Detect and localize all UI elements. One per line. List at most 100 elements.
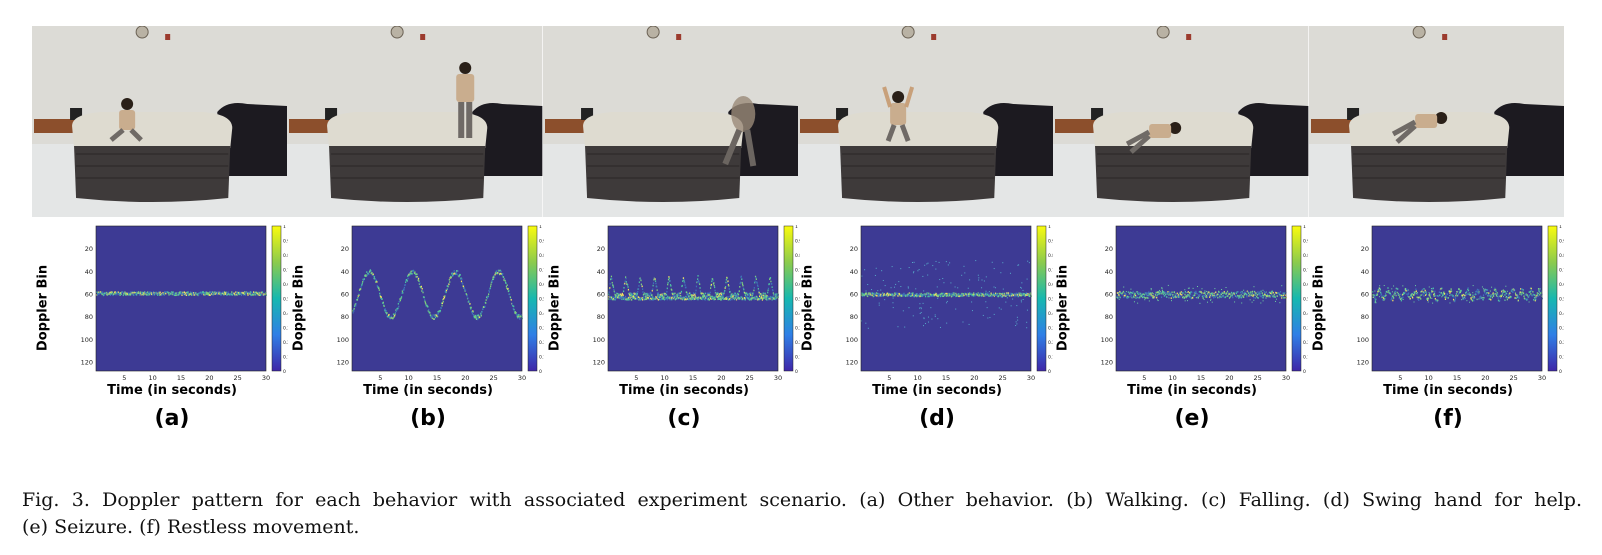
doppler-point: [437, 310, 439, 313]
doppler-point: [1273, 296, 1275, 298]
doppler-point: [1001, 295, 1003, 298]
noise-point: [891, 266, 893, 268]
doppler-point: [1531, 289, 1533, 292]
noise-point: [985, 301, 987, 303]
doppler-point: [1431, 290, 1433, 293]
doppler-point: [487, 296, 489, 299]
doppler-point: [1410, 293, 1412, 296]
doppler-point: [443, 295, 445, 298]
colorbar-tick-label: 0.8: [1303, 253, 1308, 259]
doppler-point: [421, 290, 423, 292]
doppler-point: [1467, 289, 1470, 292]
doppler-point: [476, 314, 478, 317]
doppler-point: [1528, 295, 1530, 298]
doppler-point: [1270, 294, 1272, 297]
doppler-point: [499, 273, 501, 275]
doppler-point: [985, 292, 987, 295]
doppler-point: [1497, 297, 1499, 299]
noise-point: [1529, 287, 1531, 289]
doppler-point: [160, 293, 162, 296]
noise-point: [1449, 290, 1451, 292]
y-tick-label: 80: [850, 313, 858, 321]
doppler-point: [1189, 296, 1191, 298]
doppler-point: [1376, 293, 1378, 295]
doppler-point: [442, 298, 444, 301]
noise-point: [1456, 291, 1458, 293]
doppler-point: [652, 282, 655, 284]
doppler-point: [117, 293, 119, 296]
doppler-point: [1253, 293, 1255, 295]
doppler-point: [769, 277, 772, 279]
doppler-point: [935, 292, 937, 295]
noise-point: [1243, 292, 1245, 294]
noise-point: [947, 264, 949, 266]
doppler-point: [617, 295, 619, 297]
doppler-point: [458, 275, 460, 278]
doppler-heatmap: 204060801001205101520253010.90.80.70.60.…: [593, 225, 800, 382]
doppler-point: [767, 287, 770, 290]
panel-label: (b): [410, 406, 446, 431]
x-tick-label: 25: [234, 374, 242, 382]
doppler-point: [422, 291, 424, 294]
doppler-point: [1404, 291, 1406, 294]
noise-point: [1501, 290, 1503, 292]
doppler-point: [922, 293, 924, 296]
doppler-point: [1232, 293, 1234, 296]
panel-label: (e): [1174, 406, 1210, 431]
doppler-point: [1218, 296, 1221, 299]
doppler-point: [373, 275, 375, 277]
doppler-point: [1263, 294, 1265, 297]
noise-point: [926, 263, 928, 265]
doppler-point: [1178, 294, 1180, 297]
y-tick-label: 20: [597, 245, 605, 253]
doppler-point: [96, 294, 98, 296]
doppler-point: [1497, 293, 1499, 295]
doppler-point: [1158, 292, 1160, 295]
doppler-point: [1269, 294, 1271, 297]
doppler-point: [496, 270, 498, 272]
doppler-point: [1254, 297, 1257, 299]
doppler-point: [1004, 295, 1006, 297]
doppler-point: [1499, 295, 1501, 298]
noise-point: [1225, 287, 1227, 289]
doppler-point: [1138, 292, 1140, 294]
doppler-point: [394, 313, 396, 316]
doppler-point: [1216, 293, 1218, 296]
doppler-point: [720, 294, 722, 297]
scene-photo: [1053, 26, 1309, 217]
doppler-point: [159, 294, 161, 296]
noise-point: [949, 262, 951, 264]
doppler-point: [673, 295, 676, 298]
doppler-point: [1478, 291, 1480, 293]
doppler-point: [771, 298, 773, 301]
doppler-point: [608, 288, 611, 290]
noise-point: [937, 297, 939, 299]
colorbar-tick-label: 0: [1048, 369, 1051, 375]
noise-point: [1123, 286, 1125, 288]
doppler-point: [179, 292, 181, 294]
y-tick-label: 60: [597, 290, 605, 298]
noise-point: [1393, 285, 1395, 287]
doppler-point: [235, 293, 237, 296]
doppler-point: [1505, 292, 1507, 295]
doppler-point: [1483, 290, 1485, 292]
doppler-point: [354, 303, 357, 305]
colorbar-tick-label: 0.7: [1559, 268, 1564, 274]
doppler-point: [625, 277, 627, 280]
doppler-point: [952, 292, 954, 295]
doppler-point: [732, 295, 734, 298]
doppler-point: [517, 315, 520, 318]
doppler-point: [1524, 297, 1526, 300]
doppler-point: [929, 295, 931, 297]
doppler-point: [1220, 296, 1222, 299]
doppler-point: [1201, 295, 1204, 298]
doppler-point: [721, 295, 723, 297]
doppler-point: [1504, 294, 1506, 296]
noise-point: [1174, 293, 1176, 295]
doppler-point: [214, 291, 216, 294]
x-tick-label: 10: [661, 374, 669, 382]
y-axis-label-text: Doppler Bin: [800, 264, 816, 352]
doppler-point: [1380, 291, 1382, 294]
noise-point: [978, 279, 980, 281]
doppler-point: [910, 294, 912, 296]
